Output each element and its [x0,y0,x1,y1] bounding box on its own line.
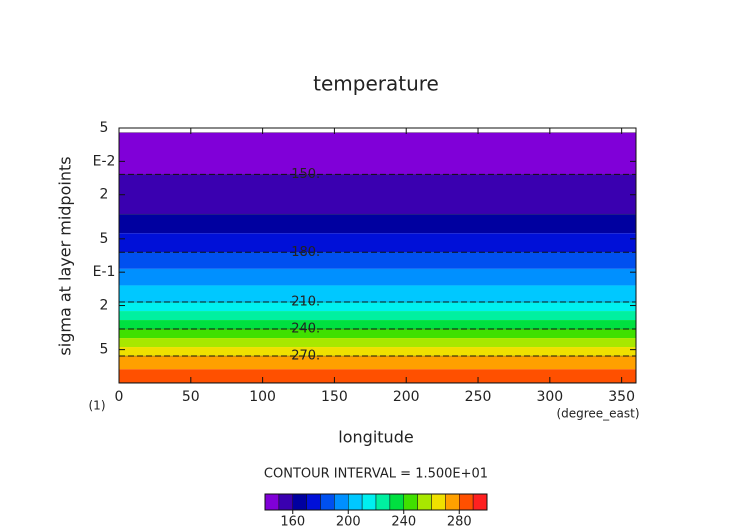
colorbar-frame [264,493,488,511]
y-tick-label: E-1 [93,264,116,280]
filled-band [119,174,636,215]
x-tick-label: 300 [536,389,563,405]
colorbar-tick-label: 280 [447,515,472,530]
y-axis-label: sigma at layer midpoints [56,156,75,355]
x-tick-label: 150 [321,389,348,405]
filled-band [119,214,636,234]
colorbar-swatch [264,493,280,511]
colorbar-swatch [431,493,446,511]
colorbar-swatch [334,493,349,511]
colorbar-swatch [403,493,418,511]
contour-label: 240. [291,322,320,337]
contour-label: 210. [291,295,320,310]
x-tick-label: 350 [608,389,635,405]
y-tick-label: 2 [100,187,109,203]
filled-band [119,252,636,269]
colorbar-swatch [417,493,432,511]
x-tick-label: 250 [465,389,492,405]
colorbar-swatch [278,493,293,511]
colorbar-swatch [375,493,391,511]
colorbar-tick-label: 160 [280,515,305,530]
filled-band [119,320,636,330]
filled-band [119,329,636,339]
x-unit: (degree_east) [556,407,639,421]
corner-label: (1) [89,399,106,413]
y-tick-label: E-2 [93,153,116,169]
colorbar-swatch [320,493,335,511]
filled-band [119,233,636,253]
filled-band [119,311,636,321]
colorbar-swatch [361,493,377,511]
plot-frame [118,127,637,384]
contour-label: 270. [291,349,320,364]
filled-band [119,132,636,175]
contour-label: 180. [291,245,320,260]
y-tick-label: 2 [100,298,109,314]
interval-text: CONTOUR INTERVAL = 1.500E+01 [264,467,488,482]
colorbar-swatch [306,493,321,511]
colorbar-tick-label: 200 [336,515,361,530]
filled-band [119,347,636,357]
x-tick-label: 50 [182,389,200,405]
colorbar-swatch [389,493,404,511]
x-tick-label: 100 [249,389,276,405]
x-tick-label: 0 [115,389,124,405]
colorbar-tick-label: 240 [391,515,416,530]
colorbar-swatch [348,493,363,511]
colorbar-swatch [472,493,488,511]
filled-band [119,369,636,383]
filled-band [119,268,636,286]
filled-band [119,338,636,348]
filled-band [119,302,636,312]
y-tick-label: 5 [100,342,109,358]
contour-label: 150. [291,167,320,182]
colorbar-swatch [459,493,474,511]
x-axis-label: longitude [338,428,413,447]
chart-title: temperature [313,72,439,96]
colorbar-swatch [445,493,460,511]
colorbar-swatch [292,493,307,511]
x-tick-label: 200 [393,389,420,405]
y-tick-label: 5 [100,120,109,136]
filled-band [119,285,636,303]
filled-band [119,356,636,370]
y-tick-label: 5 [100,231,109,247]
